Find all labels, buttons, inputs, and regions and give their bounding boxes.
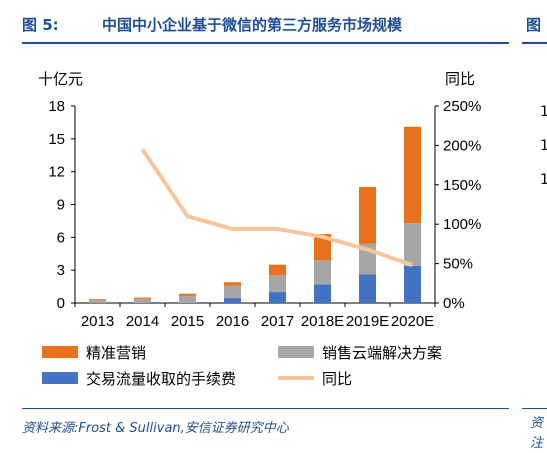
y2-tick-label: 50%	[443, 256, 473, 273]
legend-label: 精准营销	[86, 345, 146, 362]
y2-tick-label: 150%	[443, 177, 481, 194]
source-divider-right	[522, 408, 547, 409]
y-tick-label: 15	[48, 131, 65, 148]
y-tick-label: 9	[57, 197, 65, 214]
y-tick-label: 12	[48, 164, 65, 181]
y-axis-unit-label: 十亿元	[38, 71, 83, 88]
bar-fee-2019E	[359, 274, 376, 303]
bar-cloud-2018E	[314, 260, 331, 285]
clipped-tick-digit: 1	[540, 172, 547, 188]
yoy-growth-line	[140, 148, 414, 268]
x-tick-label: 2020E	[391, 313, 434, 330]
title-divider-right	[522, 42, 547, 44]
title-divider	[22, 42, 509, 44]
x-tick-label: 2017	[261, 313, 294, 330]
x-tick-label: 2015	[171, 313, 204, 330]
clipped-tick-digit: 1	[540, 104, 547, 120]
source-divider	[22, 408, 509, 409]
y-tick-label: 0	[57, 295, 65, 312]
x-tick-label: 2016	[216, 313, 249, 330]
bar-cloud-2015	[179, 295, 196, 303]
legend-label: 同比	[322, 371, 352, 388]
bar-marketing-2014	[134, 297, 151, 299]
bar-cloud-2014	[134, 298, 151, 303]
y2-tick-label: 200%	[443, 137, 481, 154]
bar-marketing-2013	[89, 299, 106, 301]
legend-swatch	[42, 346, 78, 358]
bar-cloud-2017	[269, 275, 286, 293]
y-tick-label: 3	[57, 262, 65, 279]
bar-marketing-2020E	[404, 126, 421, 224]
legend-swatch	[278, 346, 314, 358]
y2-tick-label: 0%	[443, 295, 465, 312]
figure-number: 图 5:	[22, 16, 59, 34]
market-size-chart: 十亿元 同比03691215180%50%100%150%200%250%2013…	[38, 71, 481, 388]
y2-axis-unit-label: 同比	[445, 71, 475, 88]
y2-tick-label: 250%	[443, 98, 481, 115]
figure-header: 图 5: 中国中小企业基于微信的第三方服务市场规模 图	[0, 0, 547, 44]
x-tick-label: 2013	[81, 313, 114, 330]
y-tick-label: 18	[48, 98, 65, 115]
bar-fee-2018E	[314, 284, 331, 303]
bar-marketing-2018E	[314, 234, 331, 261]
bar-fee-2016	[224, 298, 241, 303]
bar-marketing-2017	[269, 264, 286, 276]
side-note-char-1: 资	[530, 416, 544, 431]
bar-cloud-2020E	[404, 223, 421, 266]
x-tick-label: 2014	[126, 313, 159, 330]
bar-cloud-2013	[89, 300, 106, 303]
side-note-char-2: 注	[530, 436, 544, 451]
legend-label: 销售云端解决方案	[322, 344, 442, 362]
bar-marketing-2019E	[359, 186, 376, 244]
figure-title: 中国中小企业基于微信的第三方服务市场规模	[102, 16, 403, 34]
bar-marketing-2015	[179, 293, 196, 296]
legend-label: 交易流量收取的手续费	[86, 370, 236, 388]
y2-tick-label: 100%	[443, 216, 481, 233]
bar-cloud-2016	[224, 285, 241, 299]
source-note: 资料来源:Frost & Sullivan,安信证券研究中心	[22, 421, 289, 436]
bar-fee-2017	[269, 292, 286, 303]
x-tick-label: 2019E	[346, 313, 389, 330]
clipped-tick-digit: 1	[540, 138, 547, 154]
bar-fee-2020E	[404, 265, 421, 303]
x-tick-label: 2018E	[301, 313, 344, 330]
legend-swatch	[42, 372, 78, 384]
bar-marketing-2016	[224, 282, 241, 286]
next-figure-number: 图	[526, 16, 542, 34]
y-tick-label: 6	[57, 229, 65, 246]
